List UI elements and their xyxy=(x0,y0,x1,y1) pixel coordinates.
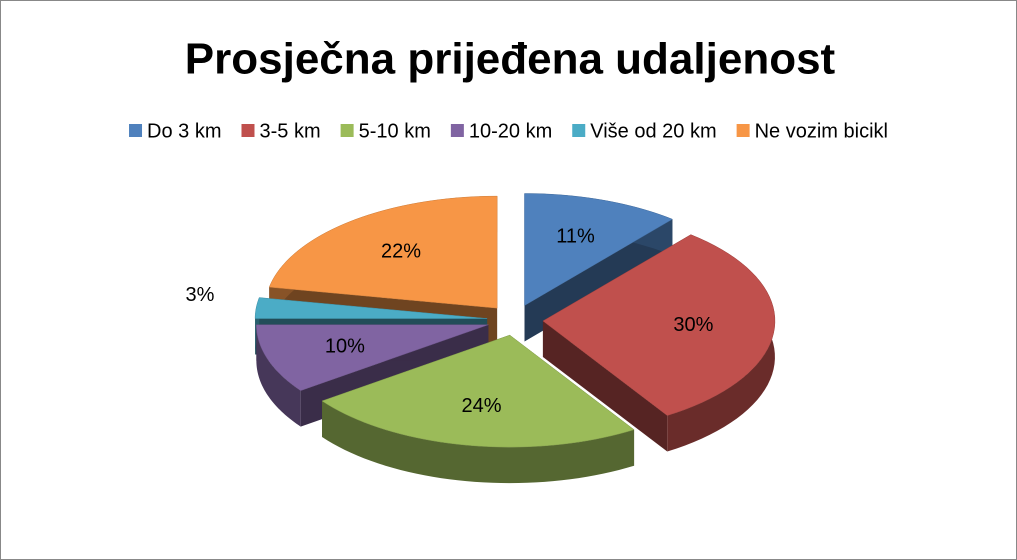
slice-wall xyxy=(542,320,668,452)
slice-tops xyxy=(254,193,776,448)
slice xyxy=(321,334,635,448)
value-label: 24% xyxy=(461,395,501,417)
slice xyxy=(268,195,498,309)
legend-swatch xyxy=(129,124,143,137)
legend-swatch xyxy=(340,124,354,137)
legend-label: 10-20 km xyxy=(469,120,552,142)
slice-side xyxy=(256,324,301,427)
slice xyxy=(524,193,673,306)
slice xyxy=(254,297,488,319)
value-label: 22% xyxy=(381,240,421,262)
legend-label: Ne vozim bicikl xyxy=(755,120,888,142)
legend-swatch xyxy=(736,124,750,137)
slice xyxy=(256,324,489,391)
slice xyxy=(542,234,776,416)
legend-swatch xyxy=(241,124,255,137)
legend-label: Do 3 km xyxy=(147,120,221,142)
value-label: 10% xyxy=(325,336,365,358)
legend-label: 3-5 km xyxy=(259,120,320,142)
slice-side xyxy=(322,400,635,484)
value-label: 3% xyxy=(186,284,215,306)
legend-swatch xyxy=(450,124,464,137)
legend-swatch xyxy=(572,124,586,137)
chart-title: Prosječna prijeđena udaljenost xyxy=(185,35,836,84)
legend-label: Više od 20 km xyxy=(590,120,716,142)
value-label: 30% xyxy=(673,314,713,336)
value-label: 11% xyxy=(556,225,595,247)
legend-label: 5-10 km xyxy=(359,120,431,142)
